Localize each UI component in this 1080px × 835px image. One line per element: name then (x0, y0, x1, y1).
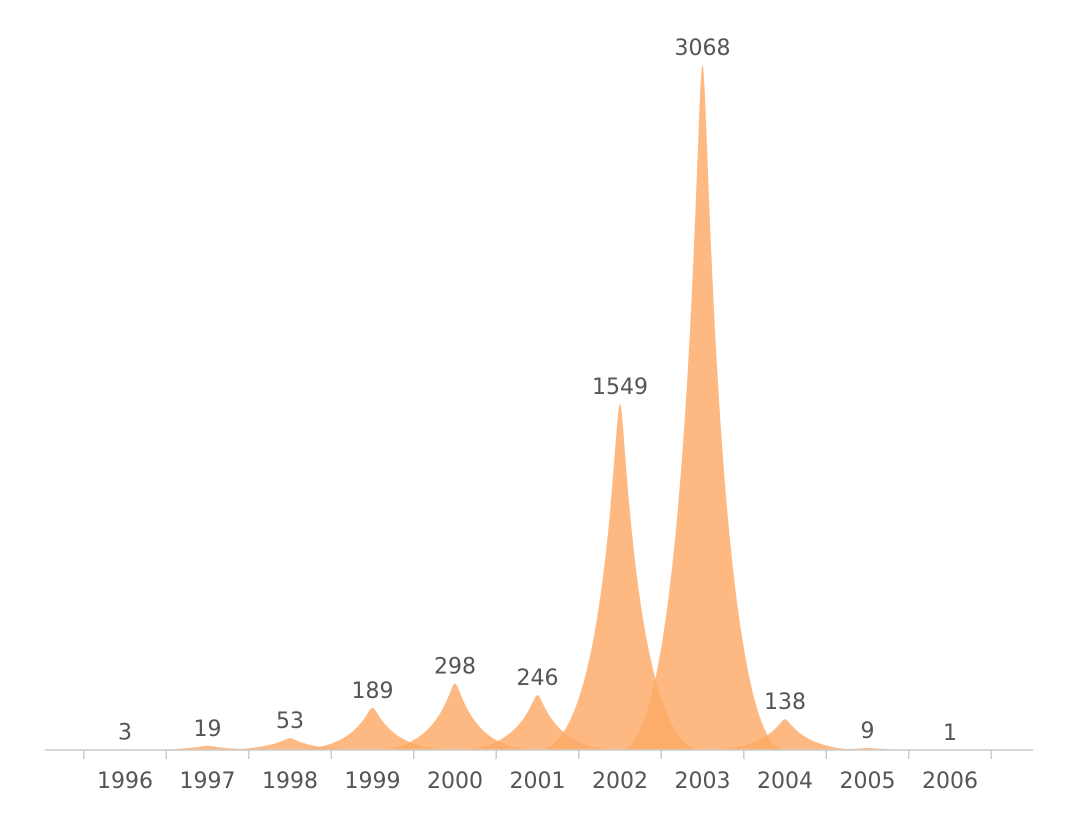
data-label-2003: 3068 (675, 36, 731, 61)
x-tick-label-2002: 2002 (592, 769, 648, 794)
peak-1998[interactable] (208, 738, 372, 750)
x-tick-label-2001: 2001 (510, 769, 566, 794)
peak-1997[interactable] (125, 745, 290, 750)
data-label-2002: 1549 (592, 375, 648, 400)
peak-2005[interactable] (785, 747, 950, 750)
data-label-2006: 1 (943, 721, 957, 746)
x-axis: 1996 1997 1998 1999 2000 2001 2002 2003 2004 2005… (45, 749, 1033, 794)
data-label-2001: 246 (517, 666, 559, 691)
peaks-layer (43, 65, 1032, 750)
data-label-2004: 138 (764, 690, 806, 715)
x-tick-label-2006: 2006 (922, 769, 978, 794)
x-tick-label-2004: 2004 (757, 769, 813, 794)
data-label-1998: 53 (276, 709, 304, 734)
data-label-2005: 9 (861, 719, 875, 744)
peak-2003[interactable] (620, 65, 785, 750)
peak-2000[interactable] (373, 683, 537, 750)
x-tick-label-1999: 1999 (345, 769, 401, 794)
peak-2004[interactable] (703, 719, 867, 750)
peak-2001[interactable] (455, 695, 620, 750)
data-label-1997: 19 (194, 717, 222, 742)
peak-1999[interactable] (290, 707, 455, 750)
x-tick-label-2000: 2000 (427, 769, 483, 794)
x-tick-label-1998: 1998 (262, 769, 318, 794)
x-tick-label-2003: 2003 (675, 769, 731, 794)
x-tick-label-1996: 1996 (97, 769, 153, 794)
data-labels-layer: 3 19 53 189 298 246 1549 3068 138 9 1 (118, 36, 957, 746)
data-label-2000: 298 (434, 654, 476, 679)
data-label-1999: 189 (352, 679, 394, 704)
x-tick-label-2005: 2005 (840, 769, 896, 794)
peak-2002[interactable] (538, 404, 702, 750)
x-tick-label-1997: 1997 (180, 769, 236, 794)
data-label-1996: 3 (118, 720, 132, 745)
